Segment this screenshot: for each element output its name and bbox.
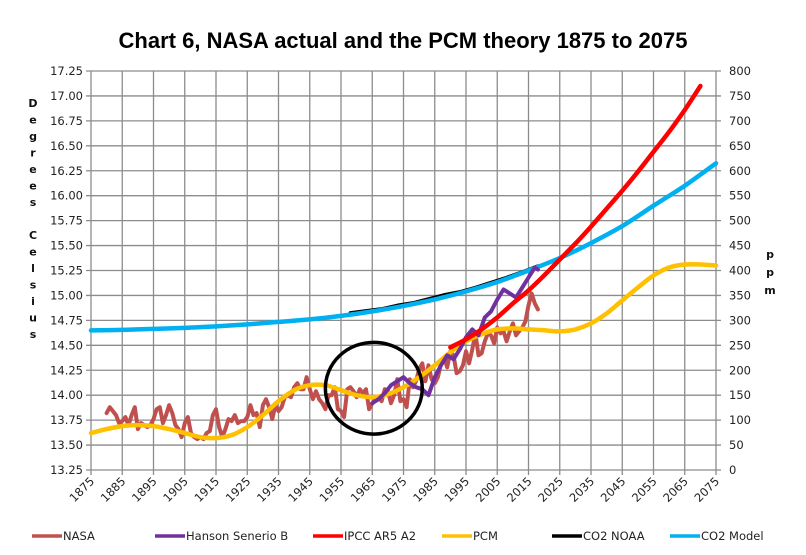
- y-tick-left-label: 13.75: [50, 413, 83, 427]
- y-tick-left-label: 16.50: [50, 139, 83, 153]
- y-axis-label-letter: i: [31, 295, 35, 308]
- y-tick-left-label: 15.75: [50, 214, 83, 228]
- x-tick-label: 2015: [504, 474, 535, 505]
- x-tick-label: 1885: [98, 474, 129, 505]
- gridlines: [86, 70, 721, 475]
- y-axis-label-letter: C: [29, 229, 37, 242]
- legend-label: PCM: [473, 529, 498, 543]
- y-tick-left-label: 14.25: [50, 363, 83, 377]
- y-ticks-right: 0 50 100 150 200 250 300 350 400 450 500 550 600 650 7…: [729, 64, 751, 477]
- series-line-ipcc-ar5-a2: [448, 83, 703, 350]
- legend-label: CO2 NOAA: [583, 529, 645, 543]
- x-tick-label: 2035: [567, 474, 598, 505]
- y-tick-right-label: 0: [729, 463, 736, 477]
- y-tick-right-label: 50: [729, 438, 744, 452]
- series-line-pcm: [88, 261, 719, 441]
- y-tick-left-label: 16.25: [50, 164, 83, 178]
- y-tick-left-label: 15.50: [50, 239, 83, 253]
- y-tick-left-label: 13.50: [50, 438, 83, 452]
- y-axis-label-letter: e: [29, 163, 36, 176]
- y-tick-right-label: 400: [729, 264, 751, 278]
- y-axis-label-letter: D: [28, 97, 37, 110]
- y-axis-right-label-letter: p: [766, 266, 774, 279]
- y-tick-right-label: 350: [729, 288, 751, 302]
- x-tick-label: 1925: [223, 474, 254, 505]
- x-tick-label: 1935: [254, 474, 285, 505]
- y-tick-left-label: 17.25: [50, 64, 83, 78]
- series-line-co2-model: [88, 161, 719, 333]
- annotations: [323, 340, 424, 436]
- y-tick-left-label: 15.25: [50, 264, 83, 278]
- y-tick-left-label: 14.75: [50, 313, 83, 327]
- y-axis-label-letter: e: [29, 180, 36, 193]
- y-tick-right-label: 650: [729, 139, 751, 153]
- y-axis-label-letter: r: [30, 147, 36, 160]
- y-tick-left-label: 14.50: [50, 338, 83, 352]
- y-axis-label-letter: s: [30, 328, 37, 341]
- x-tick-label: 2025: [535, 474, 566, 505]
- y-tick-left-label: 13.25: [50, 463, 83, 477]
- y-tick-right-label: 800: [729, 64, 751, 78]
- y-tick-right-label: 200: [729, 363, 751, 377]
- x-tick-label: 1905: [160, 474, 191, 505]
- x-tick-label: 1995: [442, 474, 473, 505]
- x-tick-label: 1895: [129, 474, 160, 505]
- legend-label: CO2 Model: [701, 529, 764, 543]
- x-tick-label: 2065: [660, 474, 691, 505]
- y-axis-right-label-letter: m: [764, 284, 775, 297]
- y-axis-label-letter: e: [29, 246, 36, 259]
- x-tick-label: 2045: [598, 474, 629, 505]
- series-line-nasa: [104, 291, 540, 442]
- y-tick-right-label: 250: [729, 338, 751, 352]
- legend-label: NASA: [63, 529, 95, 543]
- y-tick-right-label: 750: [729, 89, 751, 103]
- x-tick-label: 1945: [285, 474, 316, 505]
- x-tick-label: 1965: [348, 474, 379, 505]
- y-axis-label-letter: e: [29, 114, 36, 127]
- y-axis-label-letter: l: [31, 262, 35, 275]
- legend: NASA Hanson Senerio B IPCC AR5 A2 PCM CO2 NO…: [32, 529, 764, 543]
- legend-label: Hanson Senerio B: [186, 529, 288, 543]
- x-tick-label: 1875: [67, 474, 98, 505]
- highlight-circle: [323, 340, 424, 436]
- y-tick-left-label: 16.00: [50, 189, 83, 203]
- y-axis-label-letter: s: [30, 279, 37, 292]
- legend-label: IPCC AR5 A2: [344, 529, 416, 543]
- y-tick-left-label: 16.75: [50, 114, 83, 128]
- x-tick-label: 2005: [473, 474, 504, 505]
- y-tick-right-label: 100: [729, 413, 751, 427]
- x-tick-label: 1955: [317, 474, 348, 505]
- x-tick-label: 2075: [692, 474, 723, 505]
- y-tick-right-label: 450: [729, 239, 751, 253]
- x-ticks: 1875 1885 1895 1905 1915 1925 1935 1945 1955 1965…: [67, 474, 723, 505]
- y-tick-right-label: 300: [729, 313, 751, 327]
- y-axis-right-label-letter: p: [766, 248, 774, 261]
- y-axis-label-letter: u: [29, 312, 37, 325]
- chart-title: Chart 6, NASA actual and the PCM theory …: [119, 28, 688, 53]
- y-tick-right-label: 150: [729, 388, 751, 402]
- y-tick-right-label: 500: [729, 214, 751, 228]
- y-tick-right-label: 700: [729, 114, 751, 128]
- y-axis-label-letter: g: [29, 130, 37, 143]
- y-axis-label-right: ppm: [764, 248, 775, 297]
- series-line-hanson-senerio-b: [370, 265, 540, 406]
- y-tick-left-label: 17.00: [50, 89, 83, 103]
- x-tick-label: 1975: [379, 474, 410, 505]
- y-ticks-left: 13.25 13.50 13.75 14.00 14.25 14.50 14.75 15.00…: [50, 64, 83, 477]
- y-tick-right-label: 550: [729, 189, 751, 203]
- series-lines: [88, 83, 719, 442]
- y-axis-label-letter: s: [30, 196, 37, 209]
- y-tick-left-label: 15.00: [50, 288, 83, 302]
- x-tick-label: 2055: [629, 474, 660, 505]
- x-tick-label: 1915: [192, 474, 223, 505]
- y-tick-left-label: 14.00: [50, 388, 83, 402]
- x-tick-label: 1985: [410, 474, 441, 505]
- y-tick-right-label: 600: [729, 164, 751, 178]
